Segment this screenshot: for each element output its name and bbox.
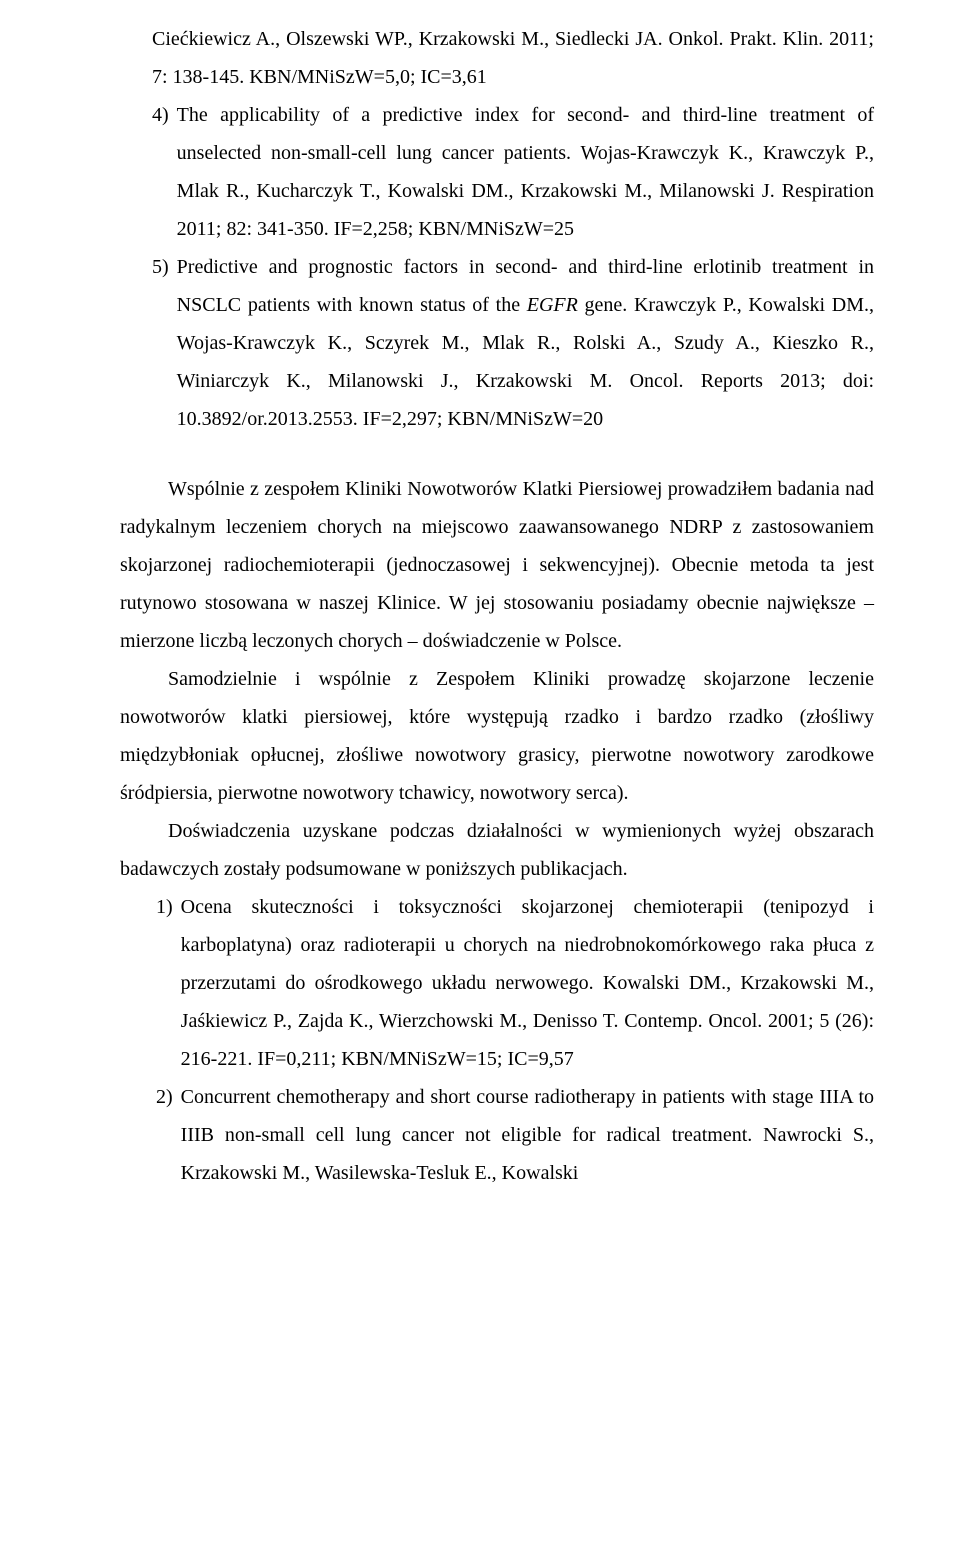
text-column: Ciećkiewicz A., Olszewski WP., Krzakowsk…: [120, 20, 874, 1192]
nested-list-item-1-text: Ocena skuteczności i toksyczności skojar…: [181, 888, 874, 1078]
nested-list-number-2: 2): [156, 1078, 173, 1192]
egfr-gene-italic: EGFR: [527, 294, 578, 316]
nested-list-item-2-text: Concurrent chemotherapy and short course…: [181, 1078, 874, 1192]
nested-list-item-1: 1) Ocena skuteczności i toksyczności sko…: [156, 888, 874, 1078]
list-item-4: 4) The applicability of a predictive ind…: [120, 96, 874, 248]
nested-list-number-1: 1): [156, 888, 173, 1078]
list-item-5: 5) Predictive and prognostic factors in …: [120, 248, 874, 438]
list-number-5: 5): [152, 248, 169, 438]
document-page: Ciećkiewicz A., Olszewski WP., Krzakowsk…: [0, 0, 960, 1232]
paragraph-3: Doświadczenia uzyskane podczas działalno…: [120, 812, 874, 888]
nested-publication-list: 1) Ocena skuteczności i toksyczności sko…: [120, 888, 874, 1192]
nested-list-item-2: 2) Concurrent chemotherapy and short cou…: [156, 1078, 874, 1192]
list-item-3-text: Ciećkiewicz A., Olszewski WP., Krzakowsk…: [152, 20, 874, 96]
list-item-3-continued: Ciećkiewicz A., Olszewski WP., Krzakowsk…: [120, 20, 874, 96]
paragraph-2: Samodzielnie i wspólnie z Zespołem Klini…: [120, 660, 874, 812]
paragraph-1: Wspólnie z zespołem Kliniki Nowotworów K…: [120, 470, 874, 660]
list-item-5-text: Predictive and prognostic factors in sec…: [177, 248, 874, 438]
list-number-4: 4): [152, 96, 169, 248]
list-item-4-text: The applicability of a predictive index …: [177, 96, 874, 248]
